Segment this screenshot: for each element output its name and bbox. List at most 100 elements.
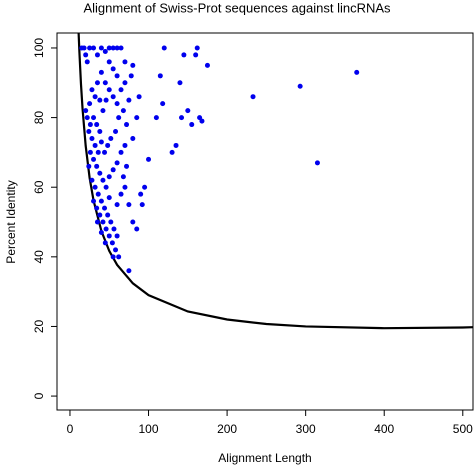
point xyxy=(103,97,109,103)
y-tick-label: 40 xyxy=(32,250,46,264)
point xyxy=(142,184,148,190)
x-tick-label: 300 xyxy=(296,422,316,436)
point xyxy=(91,198,97,204)
x-tick-label: 100 xyxy=(139,422,159,436)
point xyxy=(100,219,106,225)
point xyxy=(94,80,100,86)
point xyxy=(113,129,119,135)
point xyxy=(116,254,122,260)
point xyxy=(95,149,101,155)
point xyxy=(153,115,159,121)
y-tick-label: 0 xyxy=(32,392,46,399)
point xyxy=(194,45,200,51)
point xyxy=(102,149,108,155)
point xyxy=(122,142,128,148)
point xyxy=(106,87,112,93)
point xyxy=(124,163,130,169)
point xyxy=(354,69,360,75)
point xyxy=(118,87,124,93)
point xyxy=(111,226,117,232)
point xyxy=(89,87,95,93)
point xyxy=(98,45,104,51)
point xyxy=(91,45,97,51)
point xyxy=(98,69,104,75)
point xyxy=(87,45,93,51)
point xyxy=(86,163,92,169)
x-tick-label: 200 xyxy=(217,422,237,436)
point xyxy=(297,83,303,89)
point xyxy=(106,174,112,180)
point xyxy=(126,268,132,274)
point xyxy=(120,108,126,114)
point xyxy=(157,73,163,79)
point xyxy=(193,52,199,58)
point xyxy=(105,212,111,218)
point xyxy=(106,195,112,201)
point xyxy=(89,177,95,183)
point xyxy=(110,167,116,173)
point xyxy=(250,94,256,100)
point xyxy=(204,62,210,68)
x-tick-label: 0 xyxy=(67,422,74,436)
point xyxy=(114,101,120,107)
point xyxy=(91,115,97,121)
point xyxy=(110,254,116,260)
point xyxy=(110,45,116,51)
point xyxy=(118,45,124,51)
point xyxy=(92,142,98,148)
point xyxy=(114,202,120,208)
y-tick-label: 80 xyxy=(32,111,46,125)
point xyxy=(94,205,100,211)
point xyxy=(179,115,185,121)
y-tick-label: 20 xyxy=(32,319,46,333)
point xyxy=(100,177,106,183)
point xyxy=(92,94,98,100)
point xyxy=(87,122,93,128)
point xyxy=(314,160,320,166)
point xyxy=(91,156,97,162)
threshold-curve xyxy=(77,33,473,330)
point xyxy=(86,129,92,135)
point xyxy=(103,184,109,190)
point xyxy=(122,184,128,190)
point xyxy=(105,142,111,148)
point xyxy=(106,59,112,65)
point xyxy=(130,135,136,141)
point xyxy=(185,108,191,114)
point xyxy=(114,73,120,79)
point xyxy=(110,66,116,72)
point xyxy=(161,45,167,51)
point xyxy=(146,156,152,162)
point xyxy=(118,149,124,155)
point xyxy=(81,45,87,51)
point xyxy=(138,191,144,197)
point xyxy=(110,94,116,100)
point xyxy=(97,170,103,176)
point xyxy=(189,122,195,128)
point xyxy=(97,129,103,135)
point xyxy=(122,59,128,65)
point xyxy=(114,160,120,166)
point xyxy=(102,205,108,211)
point xyxy=(94,52,100,58)
point xyxy=(84,59,90,65)
point xyxy=(126,202,132,208)
point xyxy=(103,226,109,232)
point xyxy=(120,174,126,180)
point xyxy=(116,115,122,121)
point xyxy=(114,45,120,51)
point xyxy=(97,97,103,103)
x-tick-label: 400 xyxy=(374,422,394,436)
point xyxy=(130,62,136,68)
point xyxy=(173,142,179,148)
point xyxy=(87,149,93,155)
point xyxy=(106,233,112,239)
point xyxy=(94,122,100,128)
point xyxy=(102,80,108,86)
y-axis-label: Percent Identity xyxy=(4,180,18,263)
point xyxy=(98,139,104,145)
point xyxy=(102,48,108,54)
point xyxy=(83,108,89,114)
point xyxy=(128,73,134,79)
